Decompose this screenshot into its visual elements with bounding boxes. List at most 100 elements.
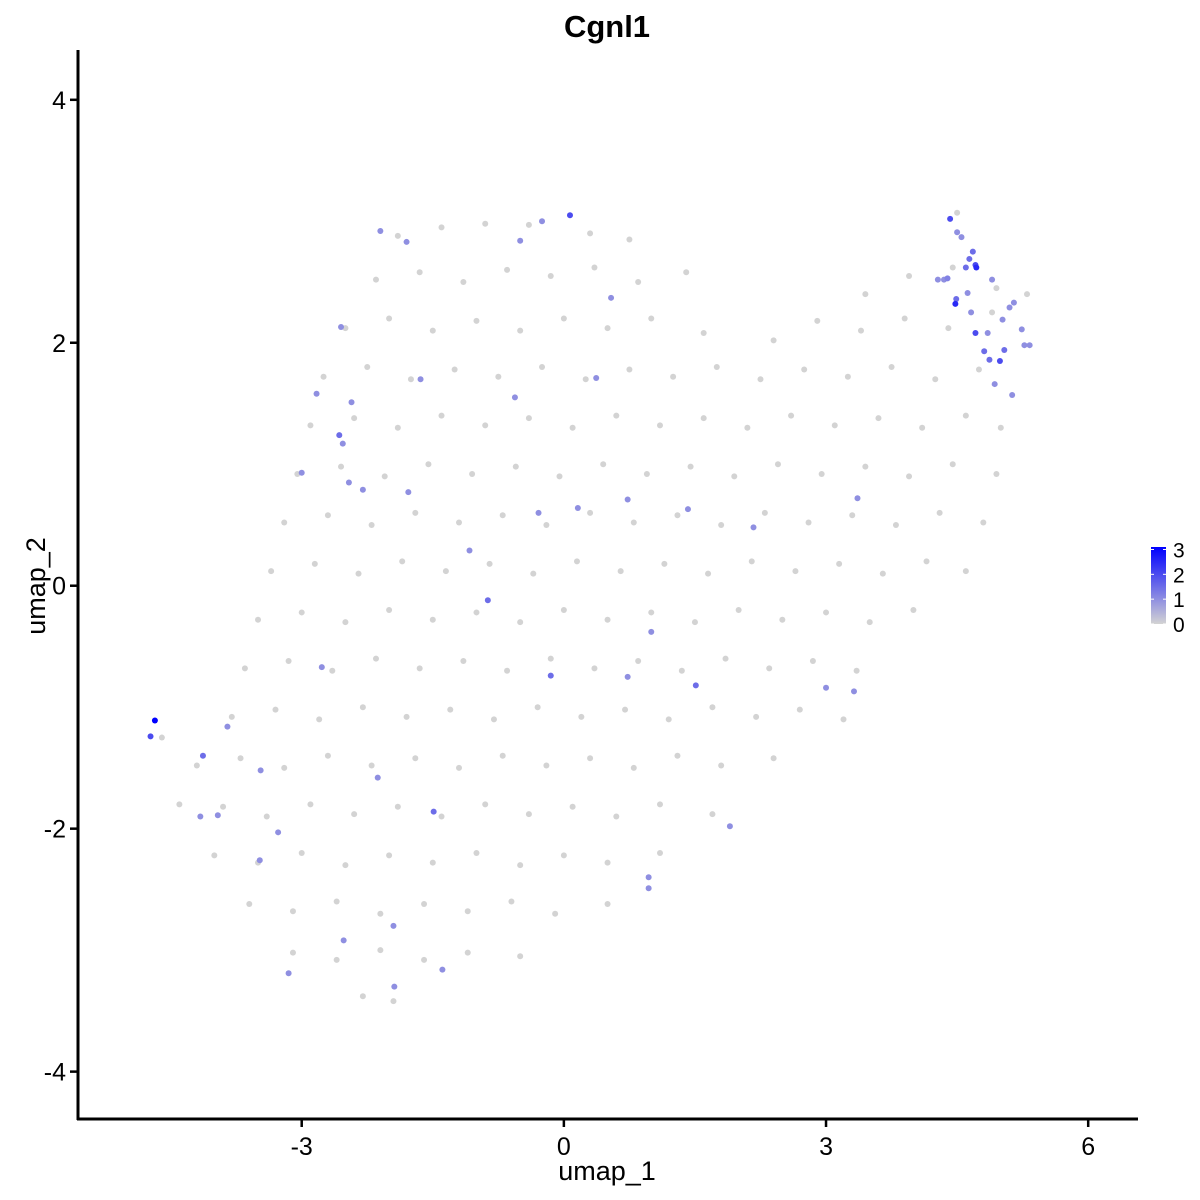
- cell-point-expressing: [684, 506, 691, 513]
- cell-point: [525, 811, 532, 818]
- cell-point: [429, 327, 436, 334]
- cell-point: [801, 366, 808, 373]
- x-tick-label: -3: [291, 1133, 313, 1161]
- cell-point-expressing: [1009, 391, 1016, 398]
- cell-point: [394, 232, 401, 239]
- cell-point: [836, 560, 843, 567]
- cell-point: [648, 609, 655, 616]
- cell-point: [656, 849, 663, 856]
- cell-point-expressing: [339, 440, 346, 447]
- x-tick-label: 6: [1081, 1133, 1095, 1161]
- cell-point-expressing: [962, 264, 969, 271]
- cell-point: [246, 900, 253, 907]
- x-axis-title: umap_1: [558, 1156, 656, 1186]
- cell-point: [892, 521, 899, 528]
- cell-point: [910, 607, 917, 614]
- cell-point: [412, 755, 419, 762]
- cell-point-expressing: [624, 496, 631, 503]
- cell-point: [381, 473, 388, 480]
- cell-point: [626, 366, 633, 373]
- cell-point-expressing: [257, 767, 264, 774]
- cell-point: [604, 859, 611, 866]
- cell-point: [311, 560, 318, 567]
- cell-point: [158, 734, 165, 741]
- cell-point-expressing: [374, 774, 381, 781]
- cell-point: [857, 327, 864, 334]
- cell-point-expressing: [952, 300, 959, 307]
- cell-point: [517, 327, 524, 334]
- cell-point: [705, 570, 712, 577]
- cell-point: [552, 910, 559, 917]
- cell-point: [678, 667, 685, 674]
- cell-point: [582, 376, 589, 383]
- cell-point: [1024, 291, 1031, 298]
- y-tick-label: -4: [44, 1059, 66, 1087]
- cell-point-expressing: [340, 937, 347, 944]
- cell-point: [237, 755, 244, 762]
- cell-point-expressing: [972, 330, 979, 337]
- cell-point: [517, 953, 524, 960]
- cell-point: [604, 900, 611, 907]
- cell-point-expressing: [199, 752, 206, 759]
- cell-point: [377, 947, 384, 954]
- cell-point-expressing: [348, 399, 355, 406]
- cell-point: [604, 325, 611, 332]
- cell-point: [407, 376, 414, 383]
- cell-point: [281, 519, 288, 526]
- cell-point: [316, 716, 323, 723]
- cell-point: [193, 762, 200, 769]
- cell-point: [796, 706, 803, 713]
- cell-point: [307, 801, 314, 808]
- cell-point: [298, 609, 305, 616]
- cell-point: [700, 330, 707, 337]
- cell-point: [630, 764, 637, 771]
- cell-point-expressing: [377, 228, 384, 235]
- cell-point: [818, 470, 825, 477]
- cell-point-expressing: [1026, 342, 1033, 349]
- cell-point-expressing: [954, 229, 961, 236]
- cell-point: [460, 279, 467, 286]
- cell-point: [613, 813, 620, 820]
- cell-point: [587, 230, 594, 237]
- cell-point: [281, 764, 288, 771]
- cell-point: [442, 568, 449, 575]
- cell-point: [176, 801, 183, 808]
- cell-point: [320, 373, 327, 380]
- cell-point: [617, 568, 624, 575]
- cell-point: [932, 376, 939, 383]
- cell-point-expressing: [1006, 304, 1013, 311]
- cell-point: [416, 665, 423, 672]
- cell-point: [901, 315, 908, 322]
- cell-point: [504, 667, 511, 674]
- cell-point-expressing: [391, 983, 398, 990]
- cell-point: [386, 607, 393, 614]
- cell-point-expressing: [147, 733, 154, 740]
- cell-point: [622, 706, 629, 713]
- cell-point: [324, 512, 331, 519]
- cell-point: [255, 616, 262, 623]
- cell-point: [490, 716, 497, 723]
- cell-point-expressing: [645, 885, 652, 892]
- cell-point: [674, 512, 681, 519]
- cell-point-expressing: [313, 390, 320, 397]
- cell-point-expressing: [969, 248, 976, 255]
- cell-point: [906, 473, 913, 480]
- cell-point: [359, 993, 366, 1000]
- cell-point-expressing: [692, 682, 699, 689]
- cell-point-expressing: [1010, 299, 1017, 306]
- cell-point-expressing: [151, 717, 158, 724]
- cell-point-expressing: [484, 597, 491, 604]
- cell-point-expressing: [318, 664, 325, 671]
- cell-point: [429, 616, 436, 623]
- cell-point: [853, 667, 860, 674]
- cell-point: [394, 424, 401, 431]
- cell-point-expressing: [648, 628, 655, 635]
- cell-point: [364, 364, 371, 371]
- cell-point-expressing: [197, 813, 204, 820]
- cell-point-expressing: [989, 276, 996, 283]
- cell-point: [386, 315, 393, 322]
- cell-point: [547, 272, 554, 279]
- cell-point: [587, 509, 594, 516]
- cell-point-expressing: [966, 255, 973, 262]
- cell-point: [600, 461, 607, 468]
